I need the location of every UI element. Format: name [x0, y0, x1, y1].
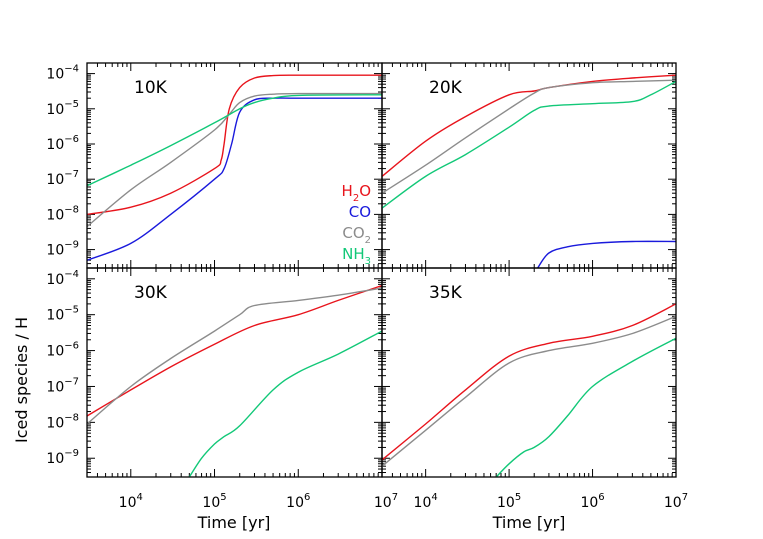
y-tick-label: 10−6 — [46, 134, 79, 153]
series-line — [87, 287, 382, 425]
x-tick-label: 106 — [580, 492, 604, 511]
panel-label: 20K — [429, 78, 463, 98]
series-line — [495, 337, 676, 477]
y-tick-label: 10−7 — [46, 169, 79, 188]
legend-entry: H2O — [342, 182, 371, 204]
x-axis-title-right: Time [yr] — [492, 513, 566, 532]
series-line — [87, 284, 382, 417]
y-tick-label: 10−4 — [46, 269, 79, 288]
x-tick-label: 104 — [414, 492, 438, 511]
panel-bottom-left: 10−9 10−8 10−7 10−6 10−5 10−4 104 105 106 107 30K — [46, 267, 398, 511]
series-line — [87, 74, 382, 216]
y-tick-label: 10−7 — [46, 376, 79, 395]
y-tick-label: 10−6 — [46, 341, 79, 360]
y-tick-label: 10−9 — [46, 448, 79, 467]
panel-ticks: 104 105 106 107 — [381, 267, 688, 511]
series-line — [382, 315, 676, 467]
panel-lines — [87, 74, 382, 261]
series-line — [87, 94, 382, 187]
x-tick-label: 105 — [497, 492, 521, 511]
x-tick-label: 105 — [202, 492, 226, 511]
panel-frame — [381, 267, 677, 478]
y-tick-label: 10−4 — [46, 64, 79, 83]
panel-label: 35K — [429, 283, 463, 303]
panel-ticks: 10−9 10−8 10−7 10−6 10−5 10−4 104 105 106 107 — [46, 267, 398, 511]
series-line — [87, 92, 382, 228]
panel-top-right: 20K — [381, 62, 677, 269]
x-tick-label: 107 — [664, 492, 688, 511]
panel-lines — [87, 284, 382, 477]
series-line — [188, 330, 382, 477]
y-axis-title: Iced species / H — [12, 317, 31, 443]
panel-ticks — [381, 62, 677, 269]
x-axis-title-left: Time [yr] — [197, 513, 271, 532]
panel-top-left: 10−9 10−8 10−7 10−6 10−5 10−4 10K — [46, 62, 383, 269]
panel-bottom-right: 104 105 106 107 35K — [381, 267, 688, 511]
panel-label: 10K — [134, 78, 168, 98]
x-tick-label: 104 — [119, 492, 143, 511]
series-line — [382, 74, 676, 177]
series-line — [382, 79, 676, 194]
x-tick-label: 106 — [286, 492, 310, 511]
legend-entry: NH3 — [342, 245, 371, 267]
series-line — [382, 80, 676, 209]
x-tick-label: 107 — [374, 492, 398, 511]
panel-frame — [86, 267, 383, 478]
series-line — [87, 97, 382, 261]
legend-entry: CO — [349, 203, 371, 221]
y-tick-label: 10−5 — [46, 305, 79, 324]
legend-entry: CO2 — [342, 224, 371, 246]
series-line — [382, 303, 676, 461]
panel-lines — [382, 303, 676, 477]
y-tick-label: 10−8 — [46, 204, 79, 223]
panel-lines — [382, 74, 676, 268]
series-line — [537, 240, 676, 268]
y-tick-label: 10−8 — [46, 412, 79, 431]
y-tick-label: 10−5 — [46, 99, 79, 118]
panel-label: 30K — [134, 283, 168, 303]
y-tick-label: 10−9 — [46, 240, 79, 259]
